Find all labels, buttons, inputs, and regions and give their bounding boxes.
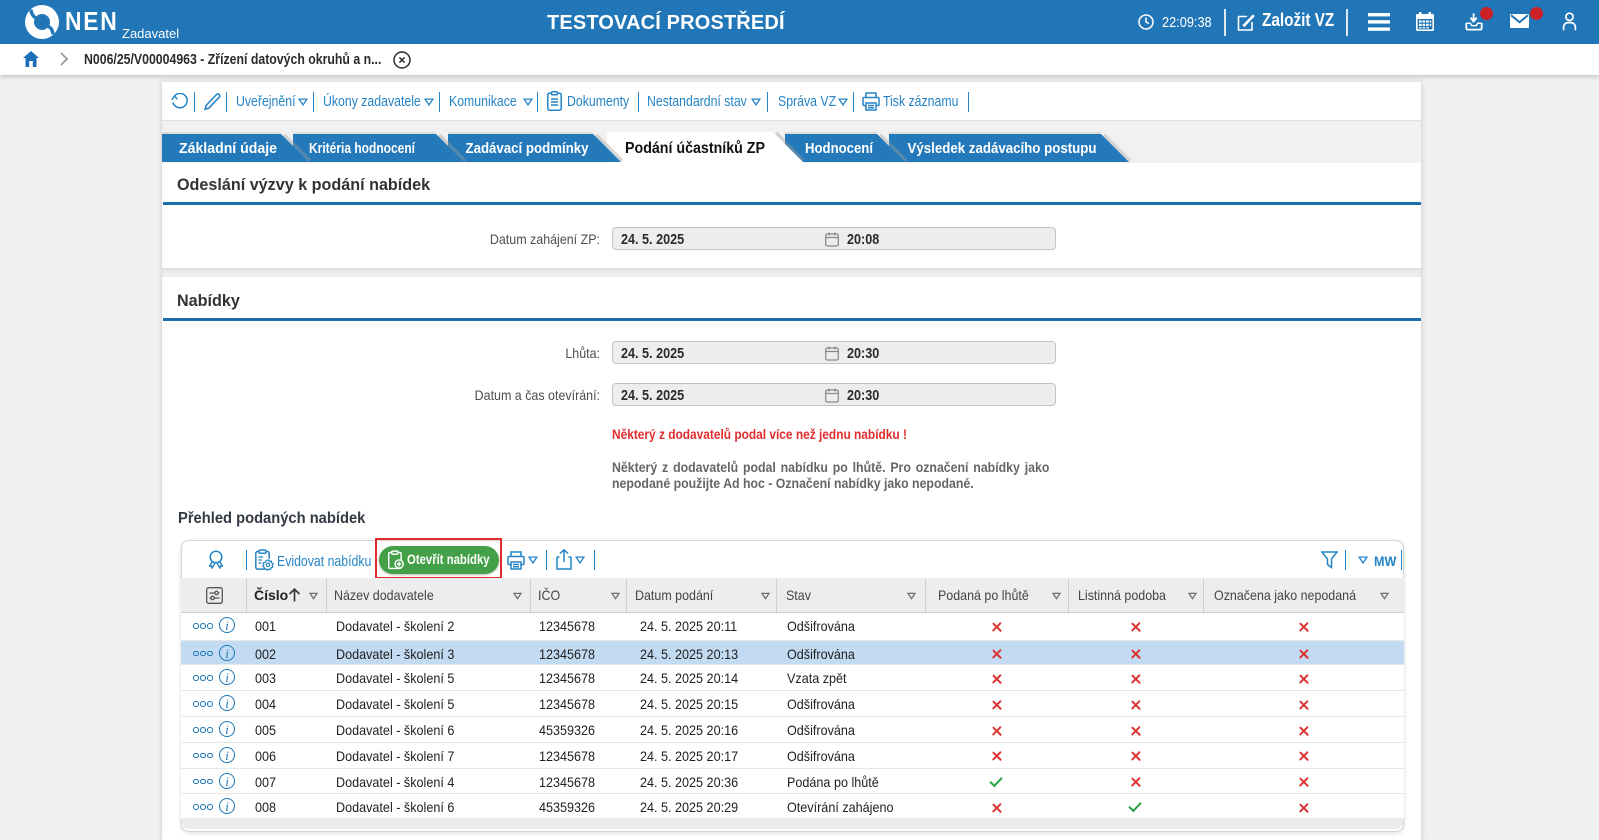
svg-text:Kritéria hodnocení: Kritéria hodnocení — [309, 141, 416, 157]
svg-text:Výsledek zadávacího postupu: Výsledek zadávacího postupu — [908, 141, 1097, 157]
svg-text:Hodnocení: Hodnocení — [805, 141, 874, 157]
svg-text:Zadávací podmínky: Zadávací podmínky — [466, 141, 589, 157]
svg-text:Základní údaje: Základní údaje — [179, 141, 277, 157]
svg-text:Podání účastníků ZP: Podání účastníků ZP — [625, 140, 765, 157]
